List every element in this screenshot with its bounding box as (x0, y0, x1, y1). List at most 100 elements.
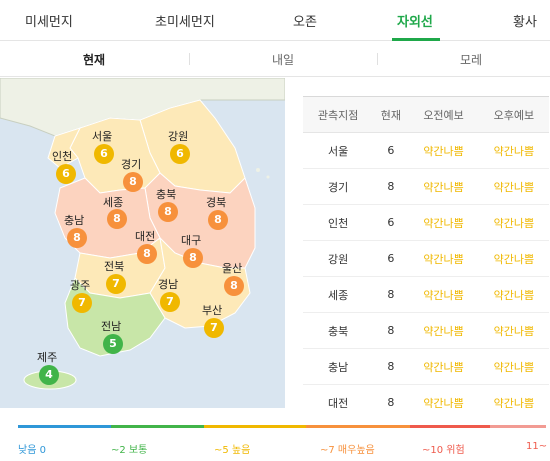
station-name: 충남 (303, 348, 374, 385)
tab-ultrafine-dust[interactable]: 초미세먼지 (155, 15, 215, 30)
legend-bar-normal (111, 425, 204, 428)
region-badge-gangwon[interactable]: 6 (170, 144, 190, 164)
am-forecast: 약간나쁨 (408, 276, 479, 313)
am-forecast: 약간나쁨 (408, 240, 479, 277)
column-header-current: 현재 (373, 96, 409, 133)
station-table: 관측지점 현재 오전예보 오후예보 서울 6 약간나쁨 약간나쁨 경기 8 약간… (303, 96, 549, 408)
current-value: 8 (373, 312, 409, 349)
current-value: 6 (373, 204, 409, 241)
tab-tomorrow[interactable]: 내일 (272, 53, 295, 67)
region-label-chungnam: 충남 (64, 214, 85, 227)
region-badge-seoul[interactable]: 6 (94, 144, 114, 164)
column-header-am-forecast: 오전예보 (408, 96, 479, 133)
region-label-gyeonggi: 경기 (121, 158, 142, 171)
region-label-jeju: 제주 (37, 351, 58, 364)
legend-bar-danger (410, 425, 490, 428)
table-row: 서울 6 약간나쁨 약간나쁨 (303, 132, 549, 169)
pm-forecast: 약간나쁨 (478, 312, 549, 349)
region-badge-busan[interactable]: 7 (204, 318, 224, 338)
region-badge-jeju[interactable]: 4 (39, 365, 59, 385)
region-label-gwangju: 광주 (70, 279, 91, 292)
station-name: 세종 (303, 276, 374, 313)
pm-forecast: 약간나쁨 (478, 168, 549, 205)
region-badge-jeonbuk[interactable]: 7 (106, 274, 126, 294)
legend-label-low: 낮음 0 (18, 445, 46, 456)
station-name: 대전 (303, 384, 374, 408)
region-label-gyeongnam: 경남 (158, 278, 179, 291)
region-badge-sejong[interactable]: 8 (107, 209, 127, 229)
am-forecast: 약간나쁨 (408, 132, 479, 169)
region-badge-gwangju[interactable]: 7 (72, 293, 92, 313)
am-forecast: 약간나쁨 (408, 312, 479, 349)
pm-forecast: 약간나쁨 (478, 240, 549, 277)
station-name: 경기 (303, 168, 374, 205)
region-badge-chungnam[interactable]: 8 (67, 228, 87, 248)
station-table-panel: 관측지점 현재 오전예보 오후예보 서울 6 약간나쁨 약간나쁨 경기 8 약간… (303, 96, 549, 408)
region-badge-daejeon[interactable]: 8 (137, 244, 157, 264)
table-row: 충남 8 약간나쁨 약간나쁨 (303, 348, 549, 385)
station-name: 서울 (303, 132, 374, 169)
station-name: 인천 (303, 204, 374, 241)
top-tab-bar: 미세먼지 초미세먼지 오존 자외선 황사 (0, 0, 550, 41)
tab-divider (189, 53, 190, 65)
legend-label-very-high: ~7 매우높음 (320, 445, 375, 456)
region-badge-chungbuk[interactable]: 8 (158, 202, 178, 222)
region-badge-daegu[interactable]: 8 (183, 248, 203, 268)
tab-today[interactable]: 현재 (83, 53, 106, 67)
am-forecast: 약간나쁨 (408, 204, 479, 241)
region-badge-gyeongbuk[interactable]: 8 (208, 210, 228, 230)
uv-level-legend: 낮음 0 ~2 보통 ~5 높음 ~7 매우높음 ~10 위험 11~ (0, 408, 550, 461)
region-label-seoul: 서울 (92, 130, 113, 143)
current-value: 8 (373, 276, 409, 313)
table-header-row: 관측지점 현재 오전예보 오후예보 (303, 96, 549, 133)
table-row: 경기 8 약간나쁨 약간나쁨 (303, 168, 549, 205)
region-label-incheon: 인천 (52, 150, 73, 163)
region-badge-gyeongnam[interactable]: 7 (160, 292, 180, 312)
region-label-gangwon: 강원 (168, 130, 189, 143)
legend-bar-high (204, 425, 306, 428)
active-tab-indicator (392, 38, 440, 41)
region-label-jeonbuk: 전북 (104, 260, 125, 273)
legend-label-high: ~5 높음 (214, 445, 251, 456)
table-row: 세종 8 약간나쁨 약간나쁨 (303, 276, 549, 313)
region-badge-gyeonggi[interactable]: 8 (123, 172, 143, 192)
current-value: 6 (373, 240, 409, 277)
tab-uv[interactable]: 자외선 (397, 15, 433, 30)
region-label-gyeongbuk: 경북 (206, 196, 227, 209)
legend-bar-very-high (306, 425, 410, 428)
am-forecast: 약간나쁨 (408, 348, 479, 385)
table-row: 강원 6 약간나쁨 약간나쁨 (303, 240, 549, 277)
current-value: 8 (373, 384, 409, 408)
region-label-busan: 부산 (202, 304, 223, 317)
table-row: 인천 6 약간나쁨 약간나쁨 (303, 204, 549, 241)
region-badge-jeonnam[interactable]: 5 (103, 334, 123, 354)
legend-label-danger: ~10 위험 (422, 445, 465, 456)
current-value: 8 (373, 348, 409, 385)
pm-forecast: 약간나쁨 (478, 384, 549, 408)
region-label-daejeon: 대전 (135, 230, 156, 243)
column-header-station: 관측지점 (303, 96, 374, 133)
tab-day-after-tomorrow[interactable]: 모레 (460, 53, 483, 67)
region-badge-ulsan[interactable]: 8 (224, 276, 244, 296)
tab-yellow-dust[interactable]: 황사 (513, 15, 537, 30)
legend-bar-extreme (490, 425, 546, 428)
station-name: 충북 (303, 312, 374, 349)
tab-fine-dust[interactable]: 미세먼지 (25, 15, 73, 30)
pm-forecast: 약간나쁨 (478, 348, 549, 385)
pm-forecast: 약간나쁨 (478, 132, 549, 169)
tab-divider (377, 53, 378, 65)
pm-forecast: 약간나쁨 (478, 204, 549, 241)
am-forecast: 약간나쁨 (408, 168, 479, 205)
current-value: 6 (373, 132, 409, 169)
tab-ozone[interactable]: 오존 (293, 15, 317, 30)
region-label-ulsan: 울산 (222, 262, 243, 275)
region-label-chungbuk: 충북 (156, 188, 177, 201)
legend-label-extreme: 11~ (526, 441, 548, 452)
current-value: 8 (373, 168, 409, 205)
pm-forecast: 약간나쁨 (478, 276, 549, 313)
table-row: 대전 8 약간나쁨 약간나쁨 (303, 384, 549, 408)
region-label-sejong: 세종 (103, 196, 124, 209)
am-forecast: 약간나쁨 (408, 384, 479, 408)
region-badge-incheon[interactable]: 6 (56, 164, 76, 184)
korea-uv-map: 서울 6 인천 6 강원 6 경기 8 세종 8 충북 8 경북 8 충남 8 … (0, 78, 285, 408)
